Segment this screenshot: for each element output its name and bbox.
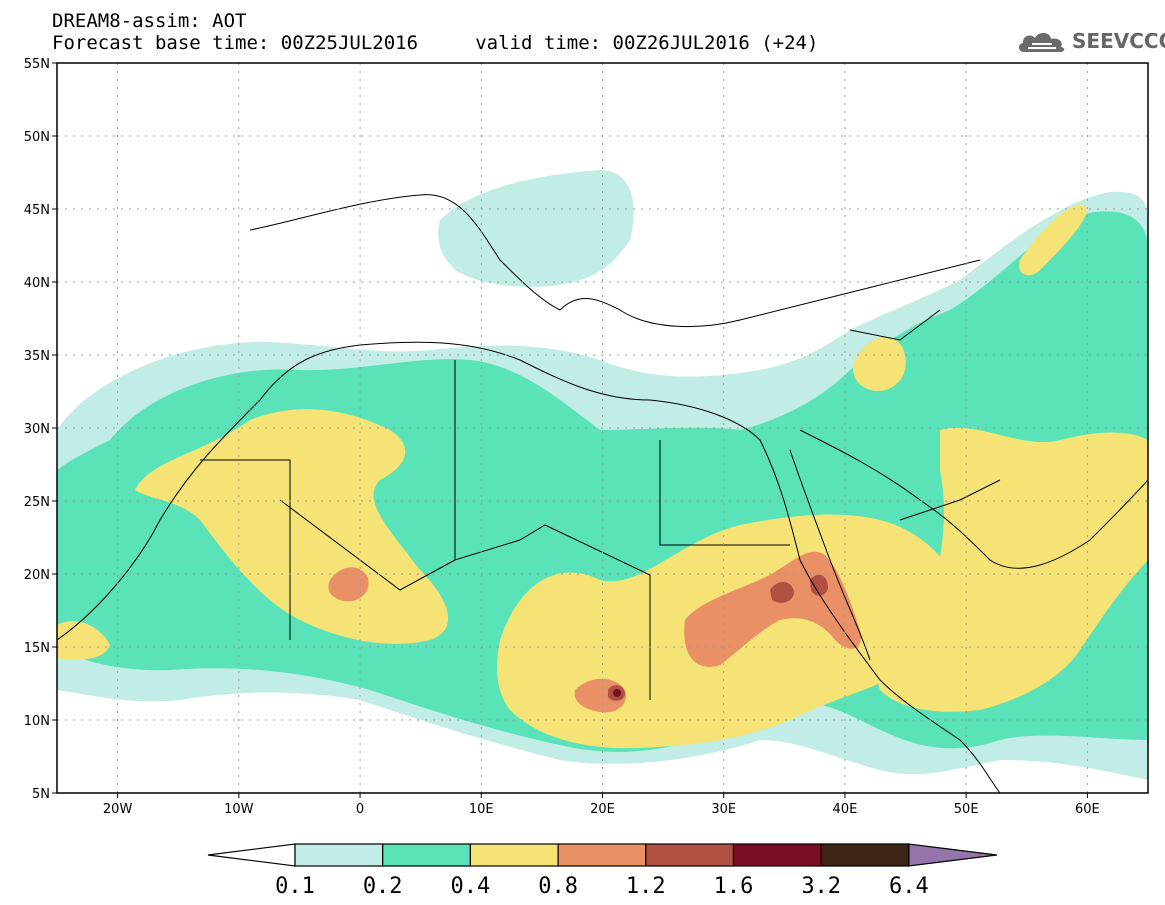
aot-field-0.1-europe	[438, 170, 634, 287]
logo-text: SEEVCCC	[1072, 29, 1165, 53]
colorbar: 0.1 0.2 0.4 0.8 1.2 1.6 3.2 6.4	[207, 843, 997, 899]
coastline-arabia	[799, 429, 1148, 569]
lon-label: 20W	[103, 802, 133, 817]
lat-label: 25N	[24, 495, 50, 510]
lat-label: 5N	[32, 787, 50, 802]
colorbar-label: 0.8	[538, 874, 578, 899]
map-title: DREAM8-assim: AOT	[52, 10, 247, 32]
lat-label: 40N	[24, 276, 50, 291]
gridlines	[52, 62, 1148, 798]
aot-field-0.4-caspian	[1019, 204, 1087, 276]
colorbar-segment	[820, 843, 910, 867]
lon-label: 60E	[1075, 802, 1100, 817]
lon-label: 50E	[954, 802, 979, 817]
colorbar-high-arrow	[908, 843, 997, 867]
aot-fields	[57, 170, 1148, 780]
colorbar-label: 6.4	[889, 874, 929, 899]
colorbar-label: 1.6	[714, 874, 754, 899]
lon-label: 10W	[224, 802, 254, 817]
colorbar-segment	[557, 843, 647, 867]
lon-label: 0	[356, 802, 364, 817]
lon-label: 20E	[590, 802, 615, 817]
aot-field-1.2-a	[770, 581, 794, 603]
colorbar-segment	[732, 843, 822, 867]
lat-label: 35N	[24, 349, 50, 364]
border-lines	[200, 309, 1001, 700]
lat-label: 30N	[24, 422, 50, 437]
lon-label: 10E	[469, 802, 494, 817]
seevccc-logo: SEEVCCC	[1016, 28, 1165, 54]
coastlines	[57, 194, 1148, 793]
coastline-africa	[57, 341, 1001, 793]
latitude-labels: 55N 50N 45N 40N 35N 30N 25N 20N 15N 10N 5N	[24, 57, 50, 802]
aot-field-0.4-west	[135, 409, 449, 644]
colorbar-label: 0.4	[451, 874, 491, 899]
cloud-icon	[1018, 32, 1065, 52]
lon-label: 30E	[711, 802, 736, 817]
aot-field-0.4-arabia	[878, 427, 1148, 712]
lat-label: 15N	[24, 641, 50, 656]
aot-field-1.2-b	[810, 574, 828, 596]
colorbar-label: 1.2	[626, 874, 666, 899]
plot-frame	[56, 62, 1149, 794]
colorbar-label: 0.1	[275, 874, 315, 899]
colorbar-label: 0.2	[363, 874, 403, 899]
aot-field-0.4-iraq	[853, 336, 906, 391]
longitude-labels: 20W 10W 0 10E 20E 30E 40E 50E 60E	[103, 802, 1100, 817]
colorbar-segment	[645, 843, 735, 867]
colorbar-segment	[294, 843, 384, 867]
aot-field-0.4-atlantic	[57, 621, 110, 660]
forecast-time-line: Forecast base time: 00Z25JUL2016 valid t…	[52, 32, 819, 54]
coastline-europe	[249, 194, 981, 328]
aot-field-1.6	[613, 689, 621, 697]
lat-label: 50N	[24, 130, 50, 145]
colorbar-segment	[382, 843, 472, 867]
lon-label: 40E	[833, 802, 858, 817]
colorbar-low-arrow	[207, 843, 296, 867]
colorbar-label: 3.2	[801, 874, 841, 899]
lat-label: 55N	[24, 57, 50, 72]
aot-field-0.8-mali	[328, 567, 369, 602]
colorbar-segment	[469, 843, 559, 867]
lat-label: 10N	[24, 714, 50, 729]
lat-label: 20N	[24, 568, 50, 583]
lat-label: 45N	[24, 203, 50, 218]
coastline-red-sea	[789, 449, 871, 661]
